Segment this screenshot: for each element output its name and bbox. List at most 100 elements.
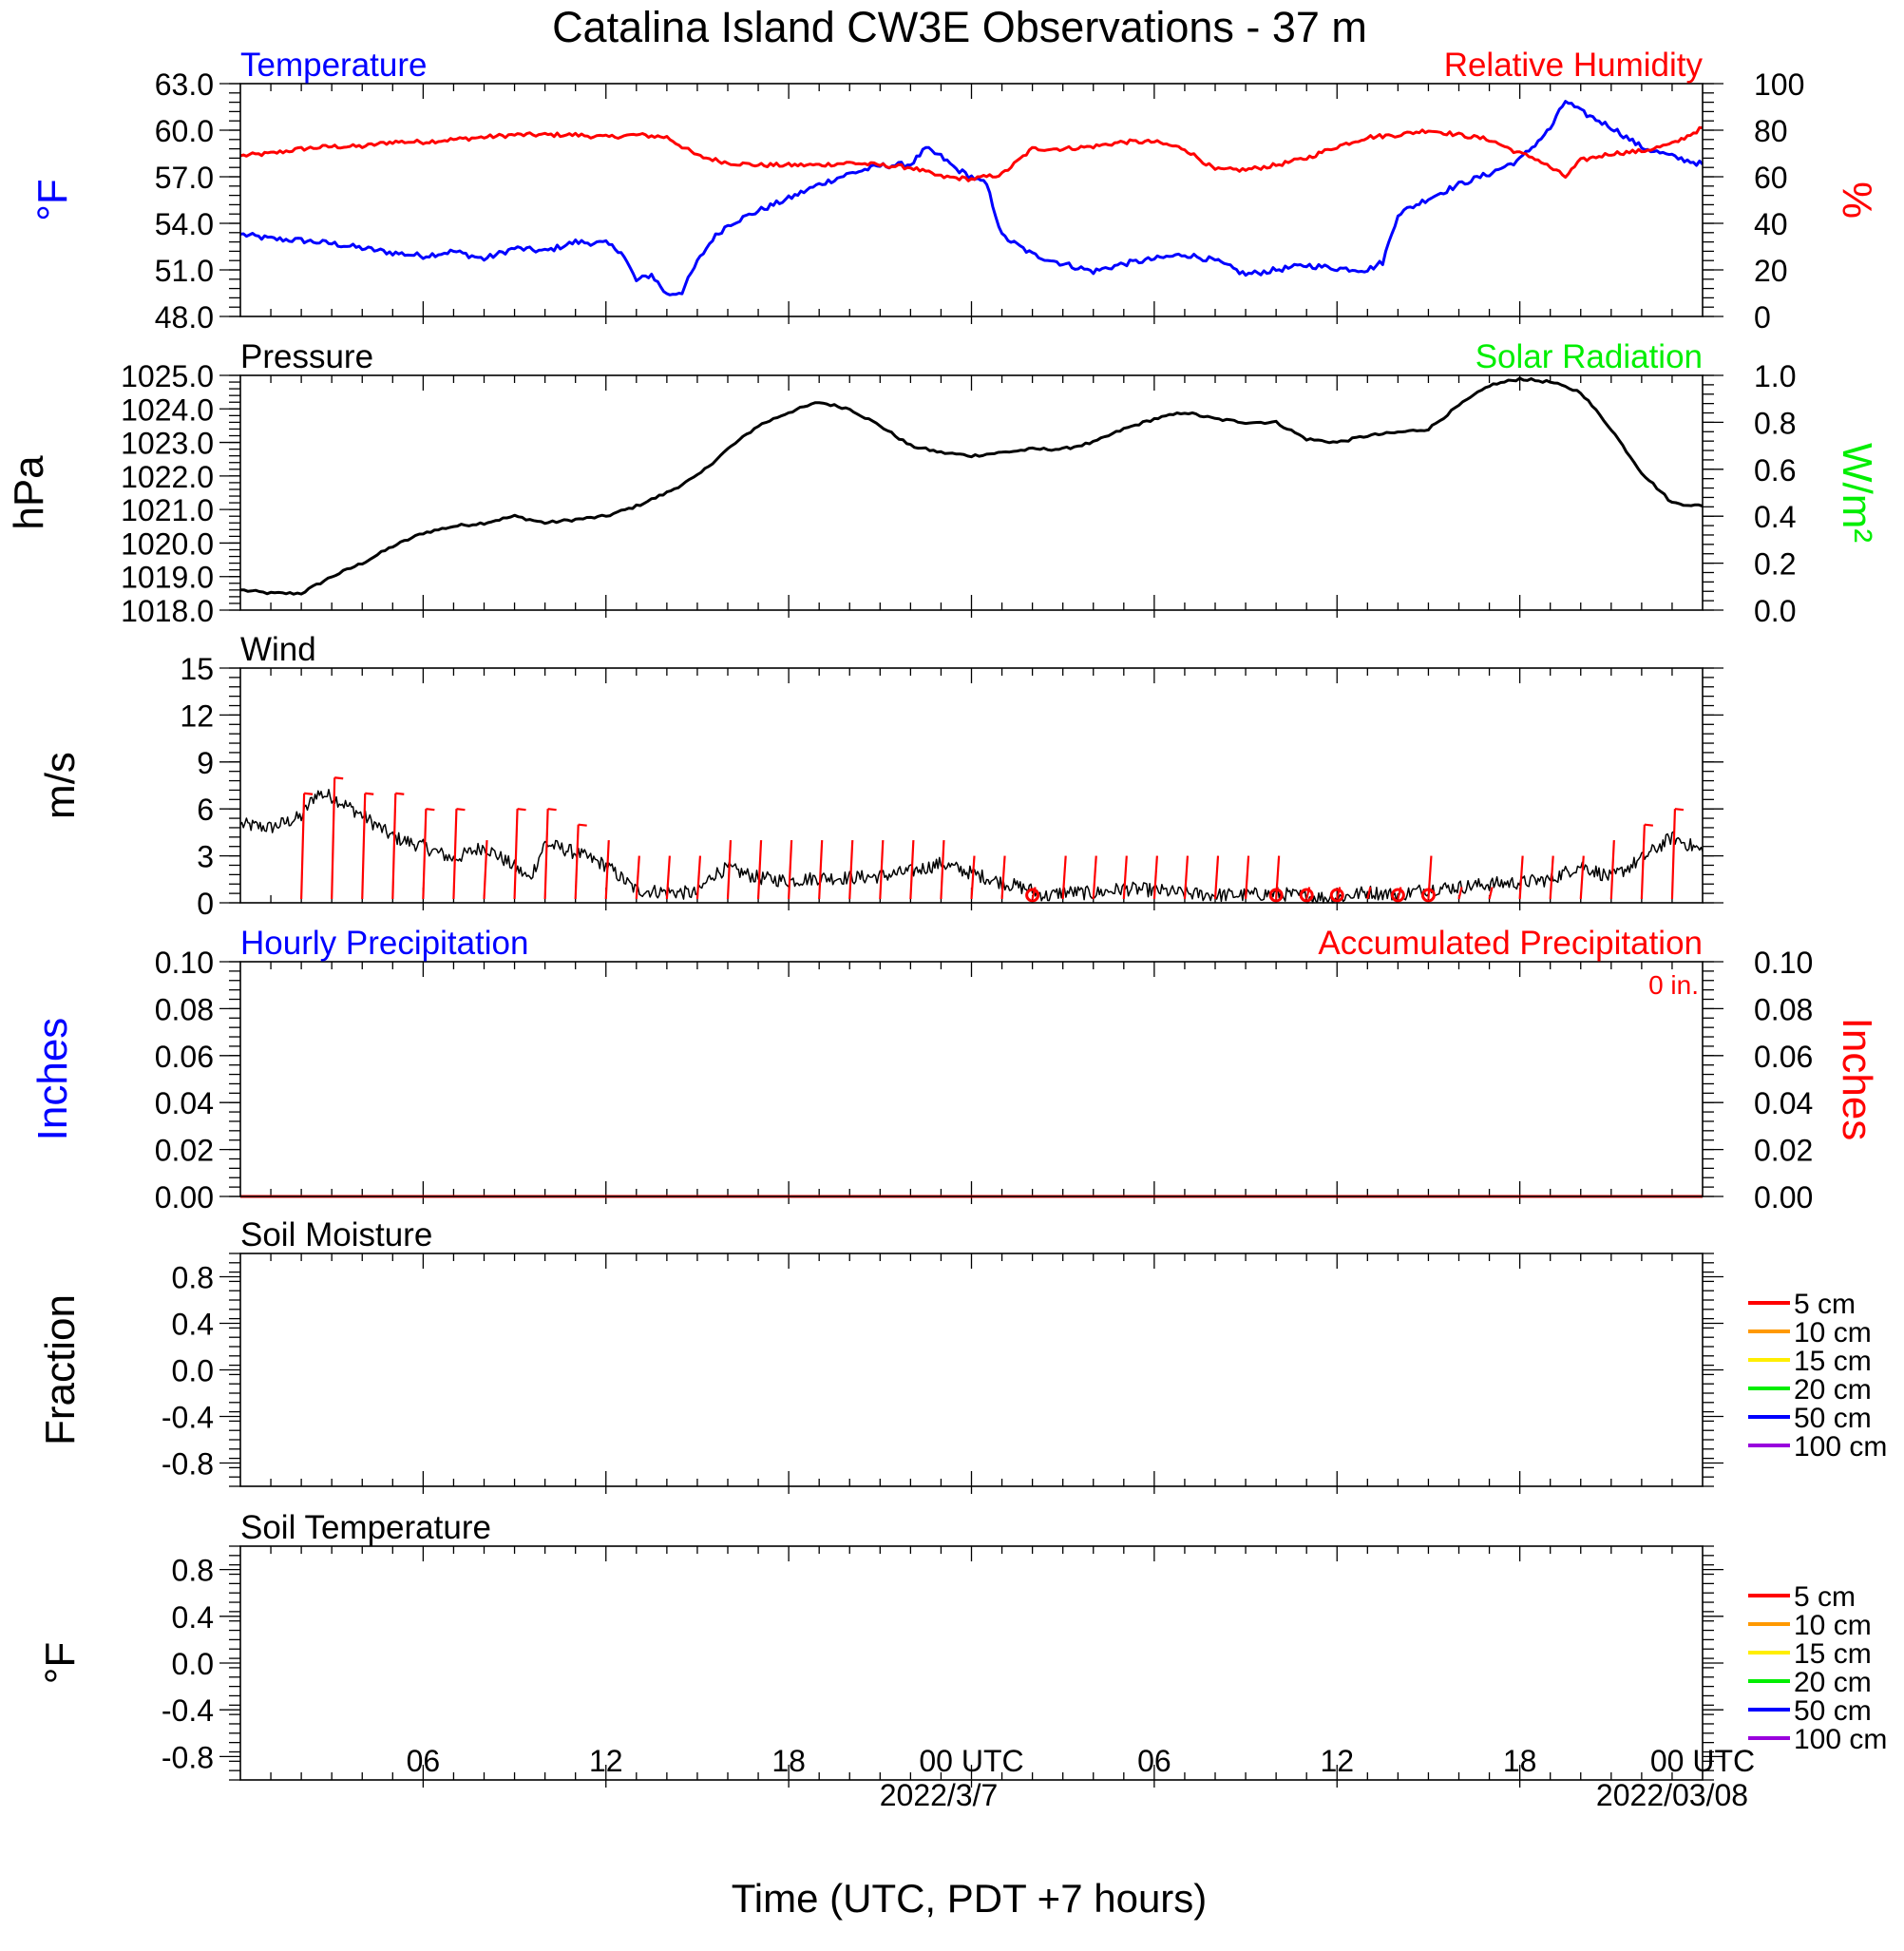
wind-barb xyxy=(1488,887,1494,900)
calm-circle xyxy=(1329,888,1344,903)
y-right-tick-label: 0.00 xyxy=(1754,1180,1813,1215)
wind-barb xyxy=(604,840,610,900)
panel-temp-humidity: 63.0 60.0 57.0 54.0 51.0 48.0 100 80 60 40 20 0 Temp… xyxy=(29,47,1880,335)
y-right-tick-label: 80 xyxy=(1754,114,1788,148)
wind-barb xyxy=(331,777,336,900)
panel-frame xyxy=(239,961,1704,1197)
series-line-1 xyxy=(239,100,1704,296)
wind-barb xyxy=(818,840,824,900)
date-label-1: 2022/3/7 xyxy=(880,1778,999,1812)
wind-barb xyxy=(452,809,458,900)
y-tick-label: 60.0 xyxy=(155,114,214,148)
x-tick-label: 06 xyxy=(1137,1744,1171,1778)
legend-label: 100 cm xyxy=(1794,1724,1887,1755)
wind-barb-flag xyxy=(517,808,526,812)
panel-title-right: Accumulated Precipitation xyxy=(1318,925,1703,962)
wind-barb-flag xyxy=(456,808,466,812)
series-line-2 xyxy=(239,125,1704,182)
panels: 63.060.057.054.051.048.0100806040200Temp… xyxy=(6,47,1887,1788)
accum-total: 0 in. xyxy=(1648,970,1699,1000)
wind-barb xyxy=(1518,855,1524,900)
y-tick-label: 1019.0 xyxy=(121,561,214,595)
y-tick-label: 12 xyxy=(180,698,214,733)
legend-label: 15 cm xyxy=(1794,1638,1872,1670)
y-tick-label: 0.00 xyxy=(155,1180,214,1215)
panel-frame xyxy=(239,1253,1704,1487)
x-axis-label: Time (UTC, PDT +7 hours) xyxy=(732,1876,1208,1921)
legend-label: 5 cm xyxy=(1794,1581,1856,1613)
wind-barb xyxy=(361,793,367,900)
date-label-2: 2022/03/08 xyxy=(1596,1778,1748,1812)
chart-title: Catalina Island CW3E Observations - 37 m xyxy=(552,3,1367,51)
y-right-tick-label: 0.8 xyxy=(1754,406,1796,440)
x-tick-label: 00 UTC xyxy=(919,1744,1023,1778)
wind-barb-flag xyxy=(1674,808,1685,812)
wind-barb-flag xyxy=(1644,823,1653,827)
wind-barb xyxy=(848,840,854,900)
y-axis-label: °F xyxy=(37,1642,84,1684)
panel-title-left: Pressure xyxy=(240,338,373,375)
x-tick-label: 00 UTC xyxy=(1650,1744,1755,1778)
legend-label: 50 cm xyxy=(1794,1695,1872,1727)
y-tick-label: 0.08 xyxy=(155,992,214,1026)
legend-label: 20 cm xyxy=(1794,1374,1872,1406)
wind-barb xyxy=(1640,824,1646,900)
series-line-1 xyxy=(239,789,1704,904)
y-axis-label: Fraction xyxy=(37,1294,84,1445)
wind-barb-flag xyxy=(426,808,435,812)
wind-barb xyxy=(1183,855,1190,900)
y-axis-label-right: W/m² xyxy=(1834,443,1880,543)
y-tick-label: 1025.0 xyxy=(121,359,214,393)
y-tick-label: 9 xyxy=(197,746,214,780)
y-right-tick-label: 0.08 xyxy=(1754,992,1813,1026)
wind-barb xyxy=(635,855,640,900)
y-tick-label: 0.10 xyxy=(155,946,214,980)
y-tick-label: 1024.0 xyxy=(121,392,214,427)
y-right-tick-label: 60 xyxy=(1754,161,1788,195)
wind-barb xyxy=(1609,840,1615,900)
wind-barb xyxy=(695,855,702,900)
calm-circle xyxy=(1420,888,1436,903)
panel-pressure-solar: 1025.01024.01023.01022.01021.01020.01019… xyxy=(6,338,1880,628)
y-tick-label: 0.06 xyxy=(155,1040,214,1074)
wind-barb xyxy=(940,840,945,900)
y-tick-label: 1023.0 xyxy=(121,427,214,461)
wind-barb xyxy=(1670,809,1677,900)
panel-wind: 15 12 9 6 3 0 Wind m/s xyxy=(37,631,1723,921)
wind-barb xyxy=(1092,855,1097,900)
y-tick-label: 0.4 xyxy=(172,1600,214,1635)
series-line-1 xyxy=(240,376,1704,596)
wind-barb xyxy=(1457,887,1463,900)
panel-title-right: Solar Radiation xyxy=(1476,338,1703,375)
wind-barb xyxy=(1152,855,1158,900)
y-tick-label: 1022.0 xyxy=(121,460,214,494)
legend-label: 15 cm xyxy=(1794,1346,1872,1377)
y-tick-label: 0.8 xyxy=(172,1261,214,1295)
y-tick-label: 0 xyxy=(197,887,214,921)
y-tick-label: 0.4 xyxy=(172,1308,214,1342)
y-right-tick-label: 0.6 xyxy=(1754,453,1796,488)
wind-barb xyxy=(665,855,671,900)
wind-barb xyxy=(909,840,915,900)
wind-barb xyxy=(543,809,549,900)
panel-title-left: Soil Temperature xyxy=(240,1509,491,1546)
legend-label: 5 cm xyxy=(1794,1289,1856,1320)
calm-circle xyxy=(1390,888,1405,903)
legend-label: 10 cm xyxy=(1794,1317,1872,1348)
y-right-tick-label: 0.0 xyxy=(1754,594,1796,628)
calm-circle xyxy=(1268,888,1284,903)
y-tick-label: 51.0 xyxy=(155,254,214,288)
wind-barb xyxy=(788,840,793,900)
y-tick-label: 0.8 xyxy=(172,1554,214,1588)
y-tick-label: 48.0 xyxy=(155,300,214,335)
wind-barb xyxy=(483,840,488,900)
legend-label: 50 cm xyxy=(1794,1403,1872,1434)
y-tick-label: 1018.0 xyxy=(121,594,214,628)
panel-precipitation: 0.10 0.08 0.06 0.04 0.02 0.00 0.10 0.08 0.06 0.04… xyxy=(29,925,1880,1215)
calm-circle xyxy=(1299,888,1314,903)
y-tick-label: -0.4 xyxy=(162,1401,214,1435)
x-tick-label: 12 xyxy=(589,1744,623,1778)
wind-barb xyxy=(970,855,976,900)
y-right-tick-label: 0.04 xyxy=(1754,1086,1813,1120)
panel-frame xyxy=(239,374,1704,611)
